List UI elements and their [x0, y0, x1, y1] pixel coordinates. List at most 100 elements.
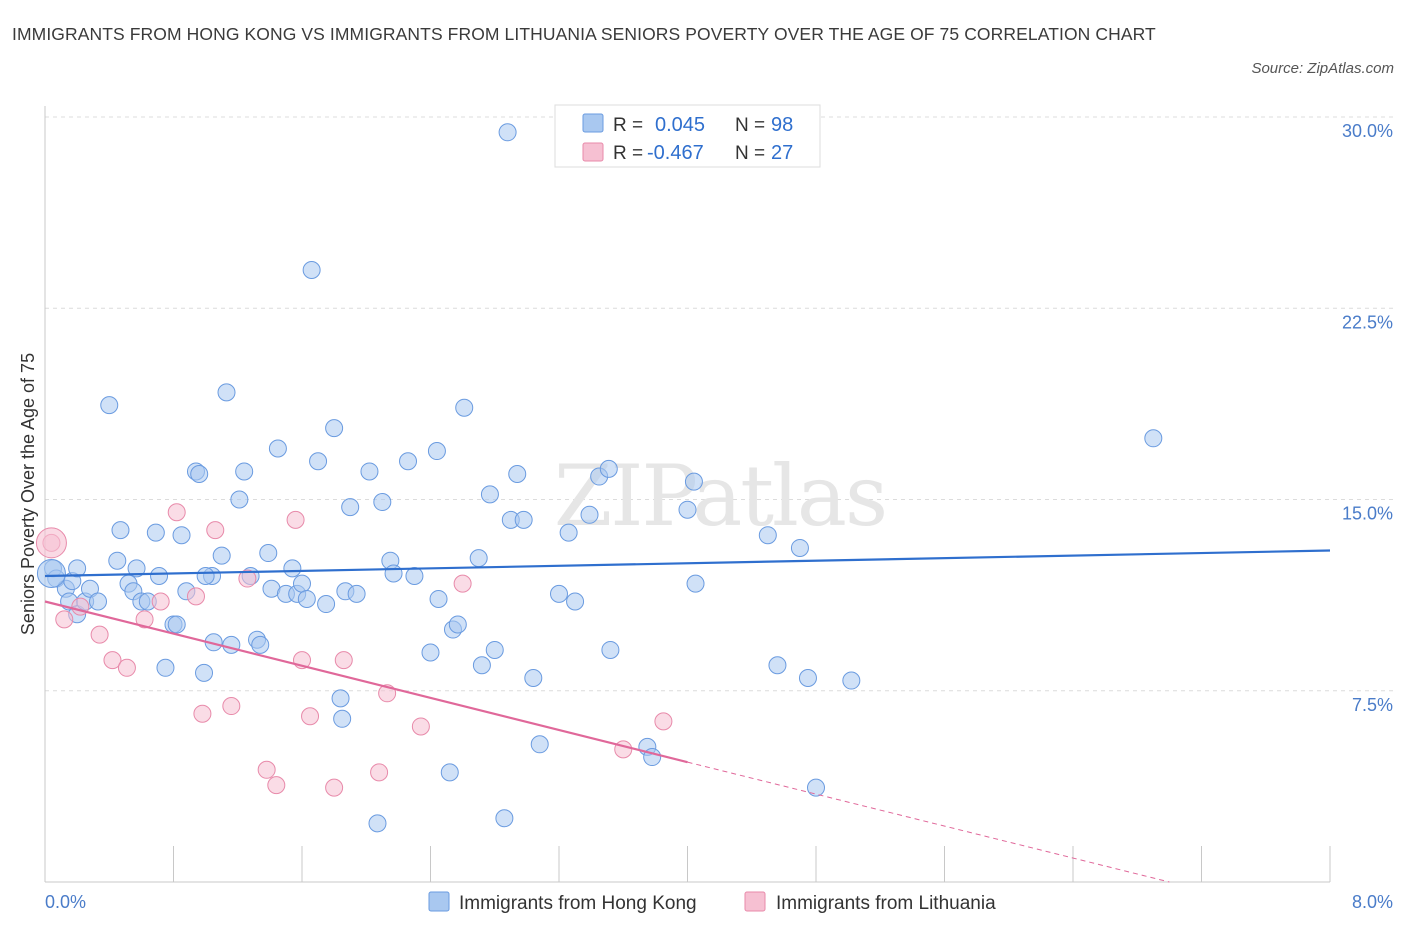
data-point-hongkong: [146, 523, 165, 542]
data-point-hongkong: [684, 472, 703, 491]
data-point-hongkong: [259, 544, 278, 563]
data-point-hongkong: [251, 635, 270, 654]
data-point-lithuania: [55, 610, 74, 629]
stats-legend-n-value-2: 27: [771, 142, 793, 164]
data-point-lithuania: [325, 778, 344, 797]
chart-source: Source: ZipAtlas.com: [1251, 60, 1394, 77]
data-point-hongkong: [373, 493, 392, 512]
data-point-hongkong: [127, 559, 146, 578]
data-point-hongkong: [448, 615, 467, 634]
stats-legend: R = 0.045 N = 98 R = -0.467 N = 27: [554, 104, 821, 168]
x-tick-label-max: 8.0%: [1352, 892, 1393, 912]
data-point-lithuania: [35, 527, 67, 559]
data-point-hongkong: [212, 546, 231, 565]
data-point-hongkong: [150, 567, 169, 585]
data-point-lithuania: [301, 707, 320, 726]
data-point-hongkong: [440, 763, 459, 782]
data-point-hongkong: [108, 551, 127, 570]
data-point-hongkong: [360, 462, 379, 481]
data-point-hongkong: [1144, 429, 1163, 448]
series-legend: Immigrants from Hong Kong Immigrants fro…: [428, 891, 996, 914]
data-point-lithuania: [193, 704, 212, 723]
series-hongkong-points: [36, 123, 1163, 833]
data-point-hongkong: [331, 689, 350, 708]
data-point-lithuania: [151, 592, 170, 611]
stats-legend-r-value-1: 0.045: [655, 114, 705, 136]
data-point-hongkong: [842, 671, 861, 690]
stats-legend-swatch-hongkong: [582, 113, 604, 133]
data-point-lithuania: [654, 712, 673, 731]
data-point-lithuania: [103, 651, 122, 670]
data-point-hongkong: [222, 635, 241, 654]
stats-legend-n-label-2: N =: [735, 143, 765, 164]
data-point-hongkong: [455, 398, 474, 417]
data-point-hongkong: [384, 564, 403, 583]
data-point-hongkong: [524, 669, 543, 687]
data-point-hongkong: [235, 462, 254, 481]
chart-title: IMMIGRANTS FROM HONG KONG VS IMMIGRANTS …: [12, 24, 1156, 44]
stats-legend-r-value-2: -0.467: [647, 142, 704, 164]
data-point-hongkong: [480, 485, 499, 504]
stats-legend-r-label-1: R =: [613, 115, 643, 136]
y-tick-label: 15.0%: [1342, 504, 1393, 524]
data-point-hongkong: [195, 663, 214, 682]
data-point-hongkong: [508, 465, 527, 483]
data-point-hongkong: [405, 567, 424, 585]
data-point-hongkong: [427, 442, 446, 461]
data-point-hongkong: [790, 538, 809, 557]
data-point-lithuania: [267, 776, 286, 795]
data-point-lithuania: [453, 574, 472, 593]
y-axis-tick-labels: 7.5% 15.0% 22.5% 30.0%: [1342, 121, 1393, 715]
data-point-lithuania: [370, 763, 389, 782]
stats-legend-r-label-2: R =: [613, 143, 643, 164]
grid-lines: [45, 116, 1393, 692]
trend-lines: [44, 549, 1331, 883]
data-point-hongkong: [333, 709, 352, 728]
stats-legend-swatch-lithuania: [582, 142, 604, 162]
legend-swatch-hongkong: [428, 891, 450, 912]
data-point-hongkong: [156, 658, 175, 677]
stats-legend-n-value-1: 98: [771, 114, 793, 136]
data-point-lithuania: [186, 587, 205, 606]
data-point-lithuania: [167, 503, 186, 522]
data-point-hongkong: [111, 521, 130, 540]
data-point-hongkong: [580, 505, 599, 524]
data-point-lithuania: [411, 717, 430, 736]
data-point-lithuania: [90, 625, 109, 644]
stats-legend-n-label-1: N =: [735, 115, 765, 136]
data-point-hongkong: [530, 735, 549, 754]
data-point-lithuania: [257, 760, 276, 779]
data-point-hongkong: [768, 656, 787, 675]
data-point-hongkong: [172, 526, 191, 545]
data-point-lithuania: [286, 510, 305, 529]
data-point-hongkong: [230, 490, 249, 509]
data-point-hongkong: [36, 558, 66, 588]
data-point-lithuania: [117, 658, 136, 677]
y-tick-label: 22.5%: [1342, 312, 1393, 332]
data-point-hongkong: [268, 439, 287, 458]
x-axis-ticks: [44, 846, 1331, 882]
data-point-hongkong: [302, 261, 321, 279]
data-point-hongkong: [550, 584, 568, 603]
data-point-hongkong: [599, 459, 618, 478]
data-point-hongkong: [325, 419, 344, 438]
data-point-hongkong: [89, 592, 108, 611]
data-point-hongkong: [678, 500, 697, 519]
legend-swatch-lithuania: [744, 891, 766, 912]
trend-line-hongkong: [44, 549, 1331, 578]
data-point-lithuania: [135, 610, 154, 629]
trend-line-lithuania: [44, 600, 688, 764]
data-point-hongkong: [68, 559, 87, 578]
data-point-hongkong: [368, 814, 387, 833]
data-point-hongkong: [100, 396, 119, 415]
data-point-hongkong: [341, 498, 360, 517]
data-point-hongkong: [190, 465, 209, 483]
data-point-hongkong: [80, 579, 99, 598]
data-point-hongkong: [798, 669, 817, 687]
data-point-hongkong: [293, 574, 311, 593]
data-point-hongkong: [566, 592, 585, 611]
data-point-hongkong: [283, 559, 302, 578]
data-point-hongkong: [601, 640, 620, 659]
data-point-hongkong: [514, 510, 533, 529]
data-point-hongkong: [559, 523, 578, 542]
